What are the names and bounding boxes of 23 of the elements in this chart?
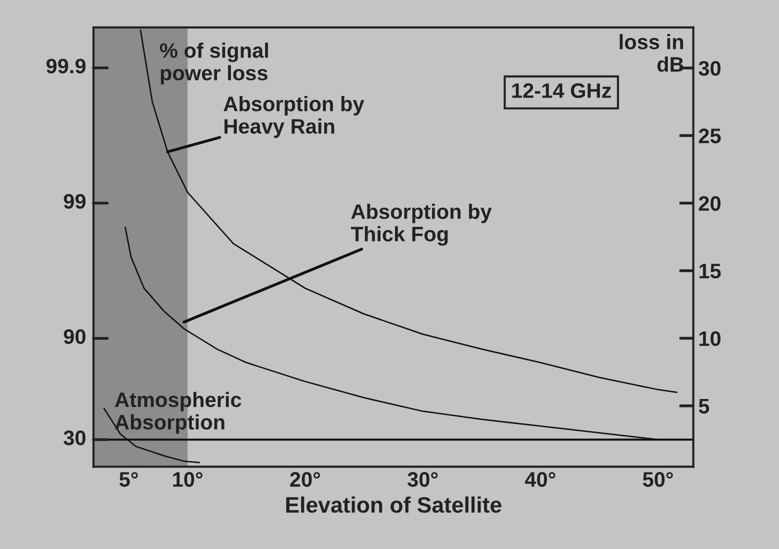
annotation: Absorption by Thick Fog [350,204,492,246]
text: 30 [64,430,86,446]
annotation: 12-14 GHz [512,83,611,98]
y-axis-title: loss in dB [620,34,684,72]
y-tick-label: 25 [698,128,721,144]
annotation: Absorption by Heavy Rain [224,96,364,138]
text: 99 [64,194,86,209]
y-tick-label: 30 [698,60,720,76]
text: 90 [64,329,86,344]
y-tick-label: 5 [698,399,710,414]
annotation: % of signal power loss [160,42,268,85]
text: 99.9 [46,58,86,74]
x-tick-label: 20° [290,472,320,487]
x-tick-label: 50° [642,472,673,487]
x-axis-title: Elevation of Satellite [286,496,502,513]
annotation: Atmospheric Absorption [114,392,242,434]
x-tick-label: 30° [408,472,438,487]
x-tick-label: 5° [119,472,138,487]
x-tick-label: 40° [524,472,556,487]
y-tick-label: 10 [699,331,720,346]
y-tick-label: 20 [698,196,720,211]
x-tick-label: 10° [173,472,202,487]
y-tick-label: 15 [699,264,721,278]
